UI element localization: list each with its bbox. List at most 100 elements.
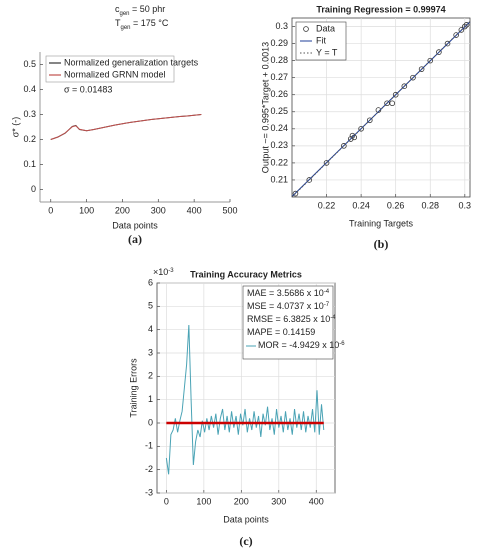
data-point — [410, 74, 416, 81]
legend-label: MAE = 3.5686 x 10-4 — [247, 288, 330, 298]
data-point — [389, 100, 396, 107]
y-multiplier: ×10-3 — [153, 267, 174, 277]
y-multiplier-base: ×10 — [153, 267, 168, 277]
legend-label: Data — [316, 23, 335, 33]
y-tick-label: 0.3 — [275, 21, 288, 31]
title-line-base: T — [115, 18, 121, 28]
y-tick-label: 0.25 — [270, 106, 288, 116]
legend-label-base: MSE = 4.0737 x 10 — [247, 301, 324, 311]
x-axis-label: Data points — [112, 220, 158, 230]
y-tick-label: -2 — [145, 464, 153, 474]
x-tick-label: 400 — [187, 205, 202, 215]
panel-label: (a) — [128, 232, 142, 246]
data-point — [462, 23, 468, 30]
chart-title: Training Accuracy Metrics — [190, 269, 302, 279]
legend-swatch — [303, 26, 309, 32]
x-axis-label: Data points — [223, 514, 269, 524]
data-point — [306, 177, 313, 183]
panel-label: (c) — [239, 534, 252, 548]
title-line-after: = 175 °C — [131, 18, 169, 28]
y-tick-label: 0 — [31, 184, 36, 194]
data-point — [453, 32, 459, 38]
data-point — [418, 66, 425, 72]
data-point — [458, 27, 465, 33]
x-tick-label: 100 — [79, 205, 94, 215]
x-tick-label: 200 — [115, 205, 130, 215]
y-multiplier-sup: -3 — [168, 268, 174, 274]
y-axis-label: σ* (-) — [10, 117, 20, 138]
y-tick-label: 6 — [148, 277, 153, 287]
data-point — [358, 126, 364, 132]
x-tick-label: 500 — [222, 205, 237, 215]
legend-label-base: MAE = 3.5686 x 10 — [247, 288, 324, 298]
title-line: cgen = 50 phr — [115, 4, 165, 16]
y-tick-label: 0.4 — [23, 84, 36, 94]
legend-label: Fit — [316, 35, 326, 45]
x-tick-label: 300 — [151, 205, 166, 215]
x-tick-label: 100 — [196, 496, 211, 506]
x-axis-label: Training Targets — [349, 218, 414, 228]
legend-label-base: RMSE = 6.3825 x 10 — [247, 314, 330, 324]
y-tick-label: 0.24 — [270, 123, 288, 133]
legend-label: Y = T — [316, 47, 338, 57]
y-axis-label: Training Errors — [128, 358, 138, 418]
legend-box — [45, 55, 175, 83]
title-line-base: c — [115, 4, 120, 14]
data-point — [341, 143, 347, 149]
title-line-after: = 50 phr — [130, 4, 166, 14]
title-line: Tgen = 175 °C — [115, 18, 169, 30]
y-tick-label: 4 — [148, 324, 153, 334]
legend-label-base: MAPE = 0.14159 — [247, 327, 315, 337]
y-tick-label: 0.2 — [23, 134, 36, 144]
legend-label: MAPE = 0.14159 — [247, 327, 315, 337]
y-tick-label: 0.5 — [23, 59, 36, 69]
y-tick-label: -3 — [145, 487, 153, 497]
x-tick-label: 300 — [271, 496, 286, 506]
y-axis-label: Output ~= 0.995*Target + 0.0013 — [260, 42, 270, 173]
y-tick-label: 0.29 — [270, 38, 288, 48]
y-tick-label: 0.22 — [270, 157, 288, 167]
legend-label: Normalized generalization targets — [64, 57, 199, 67]
series-line — [50, 114, 202, 140]
legend-box — [295, 21, 347, 61]
legend-label-base: MOR = -4.9429 x 10 — [258, 340, 339, 350]
data-point — [323, 160, 330, 166]
x-tick-label: 400 — [309, 496, 324, 506]
y-tick-label: 0.26 — [270, 89, 288, 99]
data-point — [292, 190, 299, 197]
panel-label: (b) — [374, 237, 389, 251]
y-tick-label: 1 — [148, 394, 153, 404]
y-tick-label: 0.3 — [23, 109, 36, 119]
legend-label-sup: -7 — [324, 302, 330, 308]
y-tick-label: 0.1 — [23, 159, 36, 169]
data-point — [444, 40, 451, 47]
data-point — [347, 136, 354, 142]
annotation: σ = 0.01483 — [64, 84, 112, 94]
data-point — [427, 57, 434, 64]
legend-label: RMSE = 6.3825 x 10-4 — [247, 314, 336, 324]
x-tick-label: 200 — [234, 496, 249, 506]
x-tick-label: 0.24 — [352, 200, 370, 210]
y-tick-label: 0.28 — [270, 55, 288, 65]
data-point — [401, 83, 408, 89]
y-tick-label: 0.21 — [270, 174, 288, 184]
chart-title: Training Regression = 0.99974 — [316, 4, 445, 14]
x-tick-label: 0 — [164, 496, 169, 506]
title-line-sub: gen — [121, 25, 131, 31]
data-point — [392, 91, 399, 98]
y-tick-label: 2 — [148, 371, 153, 381]
legend-label: MSE = 4.0737 x 10-7 — [247, 301, 330, 311]
legend-label-sup: -6 — [339, 341, 345, 347]
x-tick-label: 0.28 — [421, 200, 439, 210]
data-point — [366, 117, 373, 124]
legend-label: Normalized GRNN model — [64, 69, 166, 79]
series-line — [291, 21, 471, 197]
x-tick-label: 0.3 — [459, 200, 472, 210]
legend-label-sup: -4 — [324, 289, 330, 295]
x-tick-label: 0 — [48, 205, 53, 215]
x-tick-label: 0.26 — [387, 200, 405, 210]
y-tick-label: 0 — [148, 417, 153, 427]
y-tick-label: 5 — [148, 301, 153, 311]
